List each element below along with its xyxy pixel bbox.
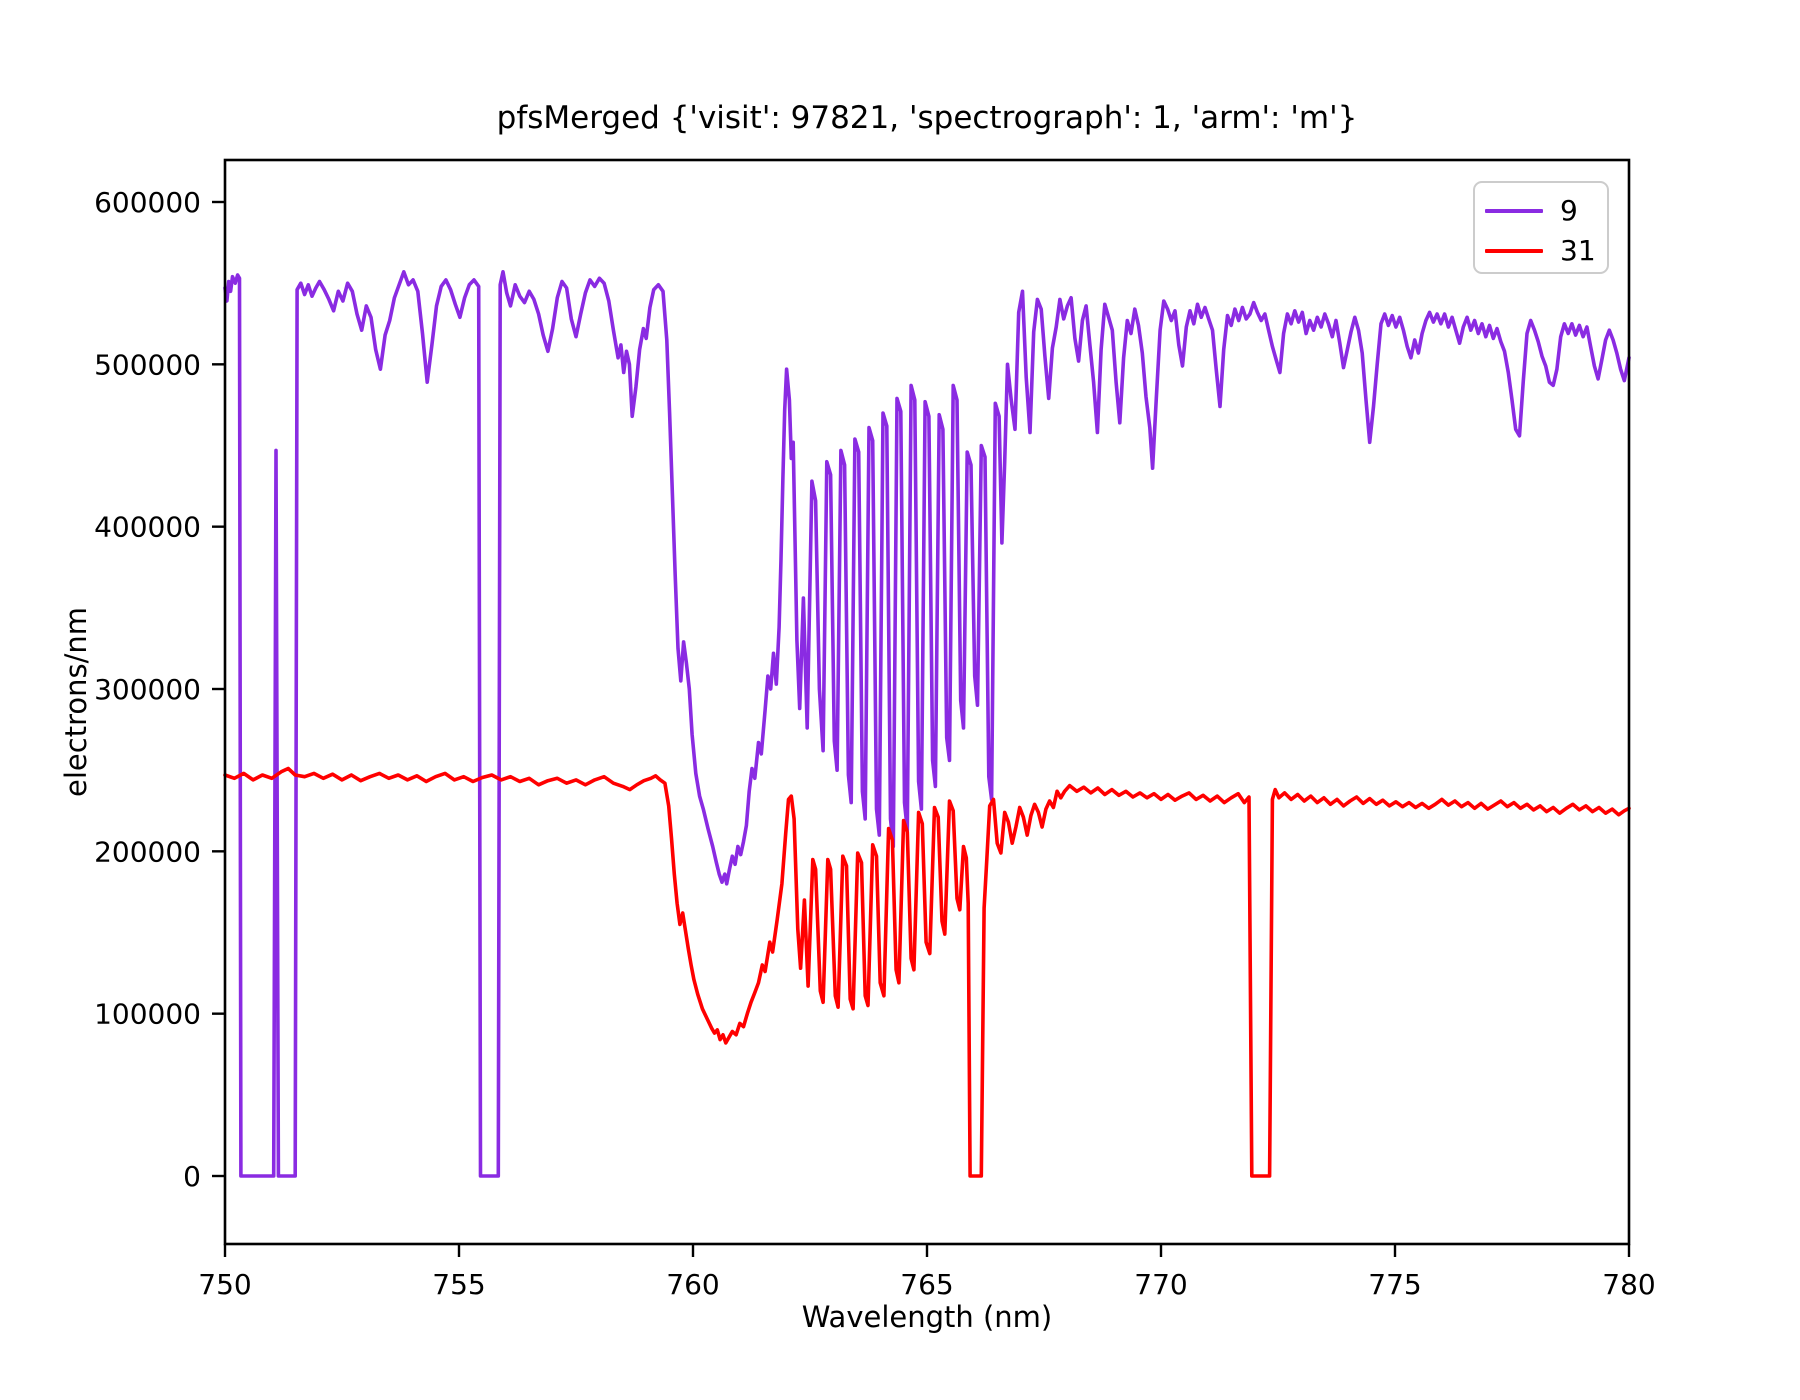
- y-axis-label: electrons/nm: [59, 607, 93, 797]
- y-tick-label: 0: [183, 1160, 201, 1193]
- x-tick-label: 780: [1602, 1268, 1655, 1301]
- x-tick-label: 770: [1134, 1268, 1187, 1301]
- legend-item: 9: [1485, 191, 1607, 231]
- x-axis-label: Wavelength (nm): [801, 1300, 1053, 1334]
- chart-title: pfsMerged {'visit': 97821, 'spectrograph…: [496, 100, 1358, 136]
- x-tick-label: 775: [1368, 1268, 1421, 1301]
- y-tick-label: 500000: [94, 348, 201, 381]
- legend: 9 31: [1473, 181, 1609, 274]
- y-tick-label: 300000: [94, 673, 201, 706]
- x-tick-label: 765: [900, 1268, 953, 1301]
- y-tick-label: 100000: [94, 998, 201, 1031]
- y-tick-label: 600000: [94, 186, 201, 219]
- series-line-31: [223, 766, 1631, 1178]
- x-tick-label: 760: [666, 1268, 719, 1301]
- x-tick-label: 750: [198, 1268, 251, 1301]
- legend-label: 31: [1560, 234, 1596, 267]
- x-tick-label: 755: [432, 1268, 485, 1301]
- y-tick-label: 200000: [94, 835, 201, 868]
- legend-label: 9: [1560, 194, 1578, 227]
- legend-line-series-31: [1485, 249, 1543, 253]
- series-line-9: [223, 270, 1631, 1178]
- y-tick-label: 400000: [94, 511, 201, 544]
- legend-line-series-9: [1485, 209, 1543, 213]
- legend-item: 31: [1485, 231, 1607, 271]
